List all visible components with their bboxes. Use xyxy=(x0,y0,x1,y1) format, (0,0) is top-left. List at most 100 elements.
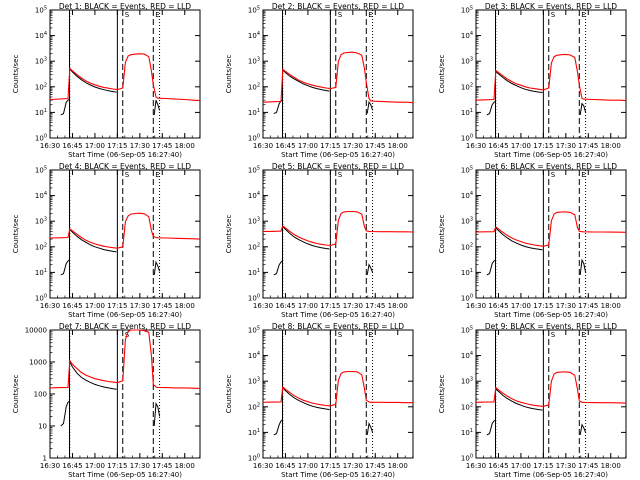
marker-label: S xyxy=(338,171,343,179)
chart-title: Det 5: BLACK = Events, RED = LLD xyxy=(272,162,404,171)
events-series-line xyxy=(273,260,283,276)
events-series-line xyxy=(153,401,161,427)
x-tick-label: 17:00 xyxy=(85,302,105,310)
x-tick-label: 17:45 xyxy=(578,302,598,310)
x-tick-label: 17:45 xyxy=(365,302,385,310)
y-tick-label: 105 xyxy=(35,6,47,15)
y-tick-label: 103 xyxy=(461,217,473,226)
y-tick-label: 105 xyxy=(248,166,260,175)
marker-label: E xyxy=(581,11,585,19)
x-axis-label: Start Time (06-Sep-05 16:27:40) xyxy=(68,151,182,159)
y-axis-label: Counts/sec xyxy=(438,215,446,254)
y-tick-label: 100 xyxy=(35,134,47,143)
chart-panel-det-5: Det 5: BLACK = Events, RED = LLD Counts/s… xyxy=(225,162,414,319)
x-tick-label: 16:30 xyxy=(253,302,273,310)
y-tick-label: 104 xyxy=(461,191,473,200)
events-series-line xyxy=(60,99,70,116)
chart-panel-det-9: Det 9: BLACK = Events, RED = LLD Counts/s… xyxy=(438,322,627,479)
y-tick-label: 10 xyxy=(38,423,47,431)
x-tick-label: 16:45 xyxy=(62,302,82,310)
events-series-line xyxy=(495,71,543,93)
y-tick-label: 104 xyxy=(461,31,473,40)
events-series-line xyxy=(60,259,70,276)
y-axis-label: Counts/sec xyxy=(225,375,233,414)
events-series-line xyxy=(69,68,117,93)
y-tick-label: 102 xyxy=(35,242,47,251)
y-tick-label: 105 xyxy=(35,166,47,175)
x-axis-label: Start Time (06-Sep-05 16:27:40) xyxy=(494,311,608,319)
x-tick-label: 16:30 xyxy=(466,302,486,310)
plot-frame xyxy=(475,329,627,459)
marker-label: E xyxy=(155,171,159,179)
y-axis-label: Counts/sec xyxy=(12,375,20,414)
y-tick-label: 100 xyxy=(461,294,473,303)
lld-series-line xyxy=(262,51,414,104)
marker-label: S xyxy=(551,171,556,179)
x-tick-label: 17:30 xyxy=(343,462,363,470)
chart-panel-det-2: Det 2: BLACK = Events, RED = LLD Counts/s… xyxy=(225,2,414,159)
marker-label: E xyxy=(368,331,372,339)
x-tick-label: 18:00 xyxy=(601,302,621,310)
events-series-line xyxy=(486,419,496,436)
y-tick-label: 102 xyxy=(248,82,260,91)
y-tick-label: 102 xyxy=(248,242,260,251)
events-series-line xyxy=(486,100,496,116)
y-tick-label: 100 xyxy=(461,454,473,463)
x-tick-label: 17:00 xyxy=(511,302,531,310)
y-tick-label: 105 xyxy=(461,6,473,15)
x-tick-label: 17:45 xyxy=(152,142,172,150)
events-series-line xyxy=(282,387,330,411)
y-tick-label: 101 xyxy=(248,428,260,437)
plot-frame xyxy=(49,9,201,139)
x-axis-label: Start Time (06-Sep-05 16:27:40) xyxy=(281,311,395,319)
x-tick-label: 17:30 xyxy=(130,302,150,310)
x-tick-label: 16:45 xyxy=(488,302,508,310)
chart-panel-det-7: Det 7: BLACK = Events, RED = LLD Counts/s… xyxy=(12,322,201,479)
x-tick-label: 17:15 xyxy=(320,302,340,310)
x-tick-label: 18:00 xyxy=(388,462,408,470)
x-tick-label: 17:00 xyxy=(511,462,531,470)
y-tick-label: 105 xyxy=(248,326,260,335)
y-tick-label: 100 xyxy=(248,294,260,303)
chart-title: Det 1: BLACK = Events, RED = LLD xyxy=(59,2,191,11)
marker-label: S xyxy=(338,331,343,339)
x-tick-label: 17:45 xyxy=(152,302,172,310)
y-tick-label: 105 xyxy=(248,6,260,15)
marker-label: E xyxy=(368,11,372,19)
y-tick-label: 101 xyxy=(248,268,260,277)
chart-panel-det-8: Det 8: BLACK = Events, RED = LLD Counts/s… xyxy=(225,322,414,479)
x-tick-label: 17:15 xyxy=(107,462,127,470)
y-axis-label: Counts/sec xyxy=(438,55,446,94)
y-tick-label: 101 xyxy=(35,268,47,277)
x-tick-label: 16:30 xyxy=(253,142,273,150)
x-tick-label: 17:00 xyxy=(85,142,105,150)
events-series-line xyxy=(273,419,283,436)
lld-series-line xyxy=(475,53,627,102)
y-tick-label: 100 xyxy=(248,134,260,143)
plot-frame xyxy=(262,169,414,299)
x-tick-label: 18:00 xyxy=(175,302,195,310)
marker-label: E xyxy=(581,171,585,179)
x-tick-label: 16:45 xyxy=(488,142,508,150)
y-tick-label: 104 xyxy=(248,31,260,40)
x-tick-label: 17:30 xyxy=(556,142,576,150)
events-series-line xyxy=(495,388,543,411)
y-tick-label: 101 xyxy=(461,428,473,437)
events-series-line xyxy=(282,226,330,250)
lld-series-line xyxy=(263,210,414,247)
events-series-line xyxy=(366,100,374,114)
marker-label: S xyxy=(125,11,130,19)
x-tick-label: 16:30 xyxy=(253,462,273,470)
x-tick-label: 17:15 xyxy=(533,302,553,310)
chart-title: Det 8: BLACK = Events, RED = LLD xyxy=(272,322,404,331)
chart-title: Det 6: BLACK = Events, RED = LLD xyxy=(485,162,617,171)
events-series-line xyxy=(579,102,587,115)
y-axis-label: Counts/sec xyxy=(225,55,233,94)
y-axis-label: Counts/sec xyxy=(225,215,233,254)
y-tick-label: 102 xyxy=(461,242,473,251)
x-tick-label: 17:30 xyxy=(556,462,576,470)
chart-title: Det 7: BLACK = Events, RED = LLD xyxy=(59,322,191,331)
y-tick-label: 104 xyxy=(461,351,473,360)
chart-title: Det 9: BLACK = Events, RED = LLD xyxy=(485,322,617,331)
